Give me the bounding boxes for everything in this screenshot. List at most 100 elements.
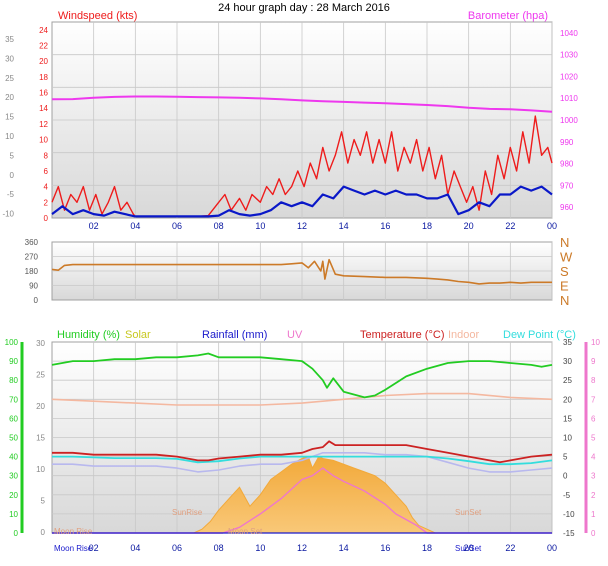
direction-compass-label: N bbox=[560, 235, 569, 250]
windspeed-tick: 22 bbox=[39, 42, 48, 51]
windspeed-grey-tick: 25 bbox=[5, 74, 14, 83]
temperature-tick: 25 bbox=[563, 376, 572, 385]
temperature-tick: -15 bbox=[563, 529, 575, 538]
humidity-tick: 20 bbox=[9, 491, 18, 500]
temperature-tick: 5 bbox=[563, 453, 568, 462]
2-x-tick: 18 bbox=[422, 543, 432, 553]
uv-tick: 5 bbox=[591, 434, 596, 443]
rain-grey-tick: 30 bbox=[36, 339, 45, 348]
rain-grey-tick: 0 bbox=[41, 528, 46, 537]
2-x-tick: 02 bbox=[89, 543, 99, 553]
windspeed-tick: 20 bbox=[39, 57, 48, 66]
windspeed-grey-tick: 5 bbox=[10, 151, 15, 160]
barometer-tick: 1010 bbox=[560, 94, 578, 103]
temperature-tick: 30 bbox=[563, 357, 572, 366]
uv-tick: 6 bbox=[591, 414, 596, 423]
uv-tick: 4 bbox=[591, 453, 596, 462]
barometer-tick: 1020 bbox=[560, 72, 578, 81]
uv-tick: 7 bbox=[591, 395, 596, 404]
windspeed-tick: 6 bbox=[44, 167, 49, 176]
2-x-tick: 04 bbox=[130, 543, 140, 553]
uv-tick: 0 bbox=[591, 529, 596, 538]
windspeed-grey-tick: 30 bbox=[5, 54, 14, 63]
windspeed-tick: 16 bbox=[39, 89, 48, 98]
dew-point-line bbox=[52, 455, 553, 466]
barometer-line bbox=[51, 95, 553, 113]
temperature-tick: 20 bbox=[563, 395, 572, 404]
direction-compass-label: N bbox=[560, 293, 569, 308]
temperature-tick: 15 bbox=[563, 414, 572, 423]
rain-grey-tick: 25 bbox=[36, 371, 45, 380]
wind-average-line bbox=[51, 185, 553, 218]
0-x-tick: 16 bbox=[380, 221, 390, 231]
windspeed-tick: 2 bbox=[44, 198, 49, 207]
temperature-tick: 35 bbox=[563, 338, 572, 347]
barometer-axis-label: Barometer (hpa) bbox=[468, 10, 548, 22]
direction-compass-label: W bbox=[560, 250, 573, 265]
climate-legend-entry: Solar bbox=[125, 329, 151, 341]
barometer-tick: 980 bbox=[560, 160, 574, 169]
windspeed-line bbox=[51, 115, 553, 218]
uv-tick: 9 bbox=[591, 357, 596, 366]
2-x-tick: 00 bbox=[547, 543, 557, 553]
barometer-tick: 990 bbox=[560, 138, 574, 147]
climate-legend-entry: Temperature (°C) bbox=[360, 329, 444, 341]
windspeed-grey-tick: -5 bbox=[7, 190, 15, 199]
0-x-tick: 08 bbox=[214, 221, 224, 231]
rain-grey-tick: 20 bbox=[36, 402, 45, 411]
2-x-tick: 16 bbox=[380, 543, 390, 553]
humidity-tick: 50 bbox=[9, 434, 18, 443]
2-x-tick: 20 bbox=[464, 543, 474, 553]
windspeed-tick: 24 bbox=[39, 26, 48, 35]
direction-tick: 90 bbox=[29, 282, 38, 291]
2-x-tick: 10 bbox=[255, 543, 265, 553]
windspeed-tick: 0 bbox=[44, 214, 49, 223]
event-annotation: Moon Rise bbox=[54, 544, 93, 553]
0-x-tick: 00 bbox=[547, 221, 557, 231]
temperature-tick: 0 bbox=[563, 472, 568, 481]
uv-tick: 1 bbox=[591, 510, 596, 519]
humidity-tick: 10 bbox=[9, 510, 18, 519]
0-x-tick: 20 bbox=[464, 221, 474, 231]
direction-tick: 270 bbox=[25, 253, 39, 262]
chart-title: 24 hour graph day : 28 March 2016 bbox=[218, 2, 390, 14]
2-x-tick: 06 bbox=[172, 543, 182, 553]
0-x-tick: 06 bbox=[172, 221, 182, 231]
rain-grey-tick: 15 bbox=[36, 434, 45, 443]
event-annotation: Moon Rise bbox=[54, 527, 93, 536]
windspeed-tick: 4 bbox=[44, 183, 49, 192]
0-x-tick: 18 bbox=[422, 221, 432, 231]
windspeed-tick: 12 bbox=[39, 120, 48, 129]
2-x-tick: 14 bbox=[339, 543, 349, 553]
rain-grey-tick: 10 bbox=[36, 465, 45, 474]
windspeed-axis-label: Windspeed (kts) bbox=[58, 10, 137, 22]
humidity-tick: 90 bbox=[9, 357, 18, 366]
uv-tick: 8 bbox=[591, 376, 596, 385]
barometer-tick: 970 bbox=[560, 181, 574, 190]
temperature-line bbox=[52, 440, 553, 464]
0-x-tick: 04 bbox=[130, 221, 140, 231]
event-annotation: SunSet bbox=[455, 544, 482, 553]
event-annotation: SunRise bbox=[172, 508, 203, 517]
windspeed-tick: 14 bbox=[39, 104, 48, 113]
windspeed-grey-tick: 35 bbox=[5, 35, 14, 44]
2-x-tick: 12 bbox=[297, 543, 307, 553]
windspeed-tick: 18 bbox=[39, 73, 48, 82]
direction-tick: 360 bbox=[25, 238, 39, 247]
rain-grey-tick: 5 bbox=[41, 497, 46, 506]
windspeed-tick: 10 bbox=[39, 136, 48, 145]
humidity-tick: 0 bbox=[14, 529, 19, 538]
event-annotation: SunSet bbox=[455, 508, 482, 517]
climate-legend-entry: UV bbox=[287, 329, 303, 341]
barometer-tick: 1030 bbox=[560, 51, 578, 60]
2-x-tick: 08 bbox=[214, 543, 224, 553]
uv-tick: 10 bbox=[591, 338, 600, 347]
windspeed-grey-tick: 0 bbox=[10, 171, 15, 180]
temperature-tick: -5 bbox=[563, 491, 571, 500]
windspeed-grey-tick: 15 bbox=[5, 113, 14, 122]
uv-tick: 3 bbox=[591, 472, 596, 481]
direction-tick: 180 bbox=[25, 267, 39, 276]
0-x-tick: 12 bbox=[297, 221, 307, 231]
